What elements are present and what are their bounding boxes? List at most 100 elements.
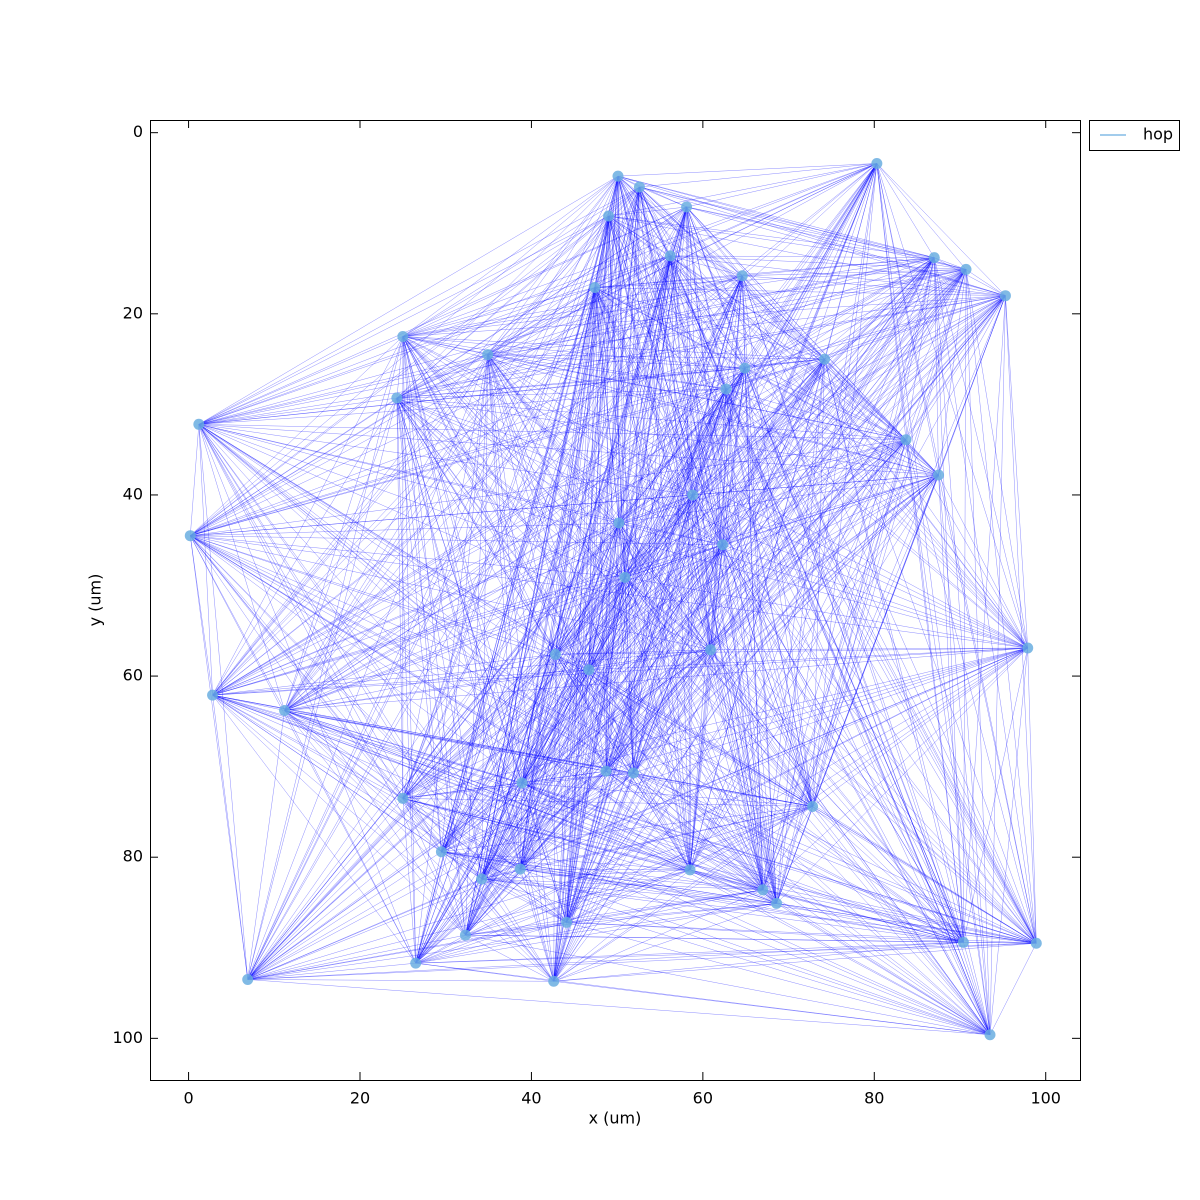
edge — [487, 354, 626, 578]
edge — [938, 269, 967, 476]
edge — [190, 275, 743, 536]
edge — [588, 494, 693, 670]
edge — [633, 275, 743, 774]
edge — [441, 354, 488, 852]
edge — [608, 215, 813, 807]
edge — [198, 388, 727, 425]
edge — [487, 354, 1028, 649]
edge — [396, 215, 609, 399]
edge — [710, 439, 907, 650]
edge — [618, 523, 634, 773]
edge — [198, 424, 1028, 649]
edge — [402, 336, 554, 982]
edge — [415, 577, 626, 964]
edge — [402, 163, 878, 799]
edge — [824, 359, 1037, 944]
edge — [555, 522, 620, 655]
edge — [689, 474, 939, 871]
edge — [566, 772, 634, 923]
edge — [481, 522, 620, 880]
edge — [284, 269, 967, 711]
edge — [521, 782, 777, 904]
edge — [633, 358, 825, 774]
edge — [744, 367, 939, 476]
edge — [190, 494, 693, 536]
edge — [624, 255, 671, 578]
edge — [487, 255, 671, 355]
edge — [710, 269, 967, 650]
x-tick-label: 0 — [183, 1089, 193, 1108]
x-axis-label: x (um) — [589, 1109, 642, 1128]
edge — [198, 424, 711, 651]
edge — [605, 523, 620, 772]
edge — [284, 649, 711, 711]
edge — [520, 782, 523, 869]
edge — [284, 358, 825, 711]
edge — [624, 388, 727, 578]
edge — [744, 368, 813, 807]
edge — [639, 186, 907, 440]
edge — [605, 544, 723, 772]
edge — [415, 368, 746, 964]
edge — [686, 206, 1006, 296]
edge — [686, 206, 991, 1035]
edge — [689, 544, 723, 870]
edge — [396, 397, 691, 871]
edge — [487, 354, 727, 390]
edge — [624, 577, 777, 904]
edge — [247, 869, 691, 980]
edge — [247, 163, 878, 980]
edge — [670, 255, 711, 650]
edge — [520, 186, 640, 870]
edge — [212, 694, 521, 870]
edge — [441, 851, 777, 904]
edge — [670, 255, 813, 807]
edge — [465, 287, 596, 936]
edge — [553, 654, 556, 982]
edge — [938, 474, 1037, 944]
point — [561, 916, 573, 928]
edge — [396, 398, 404, 799]
edge — [776, 257, 935, 904]
edge — [247, 215, 609, 980]
edge — [725, 163, 878, 390]
edge — [608, 176, 619, 217]
edge — [618, 358, 825, 524]
edge — [487, 354, 607, 772]
edge — [415, 295, 1006, 964]
edge — [481, 269, 967, 880]
edge — [692, 494, 764, 890]
edge — [776, 647, 1028, 904]
edge — [481, 295, 1006, 880]
edge — [588, 255, 671, 670]
edge — [520, 544, 723, 870]
edge — [742, 275, 764, 890]
edge — [247, 851, 442, 980]
edge — [402, 474, 939, 799]
edge — [402, 647, 1028, 799]
edge — [618, 522, 813, 807]
edge — [639, 186, 671, 256]
edge — [617, 176, 991, 1035]
edge — [566, 176, 619, 923]
edge — [402, 255, 671, 337]
edge — [722, 544, 777, 904]
edge — [633, 295, 1006, 774]
edge — [692, 439, 907, 496]
edge — [608, 206, 687, 217]
edge — [212, 694, 554, 982]
edge — [415, 669, 590, 964]
edge — [725, 388, 991, 1035]
edge — [190, 535, 556, 655]
edge — [520, 868, 964, 943]
edge — [553, 889, 763, 982]
edge — [812, 806, 964, 943]
edge — [198, 424, 991, 1035]
edge — [722, 439, 907, 545]
y-tick-label: 80 — [123, 847, 143, 866]
edge — [284, 176, 619, 711]
edge — [553, 771, 607, 982]
edge — [198, 287, 595, 425]
edge — [553, 577, 626, 982]
edge — [670, 255, 964, 943]
